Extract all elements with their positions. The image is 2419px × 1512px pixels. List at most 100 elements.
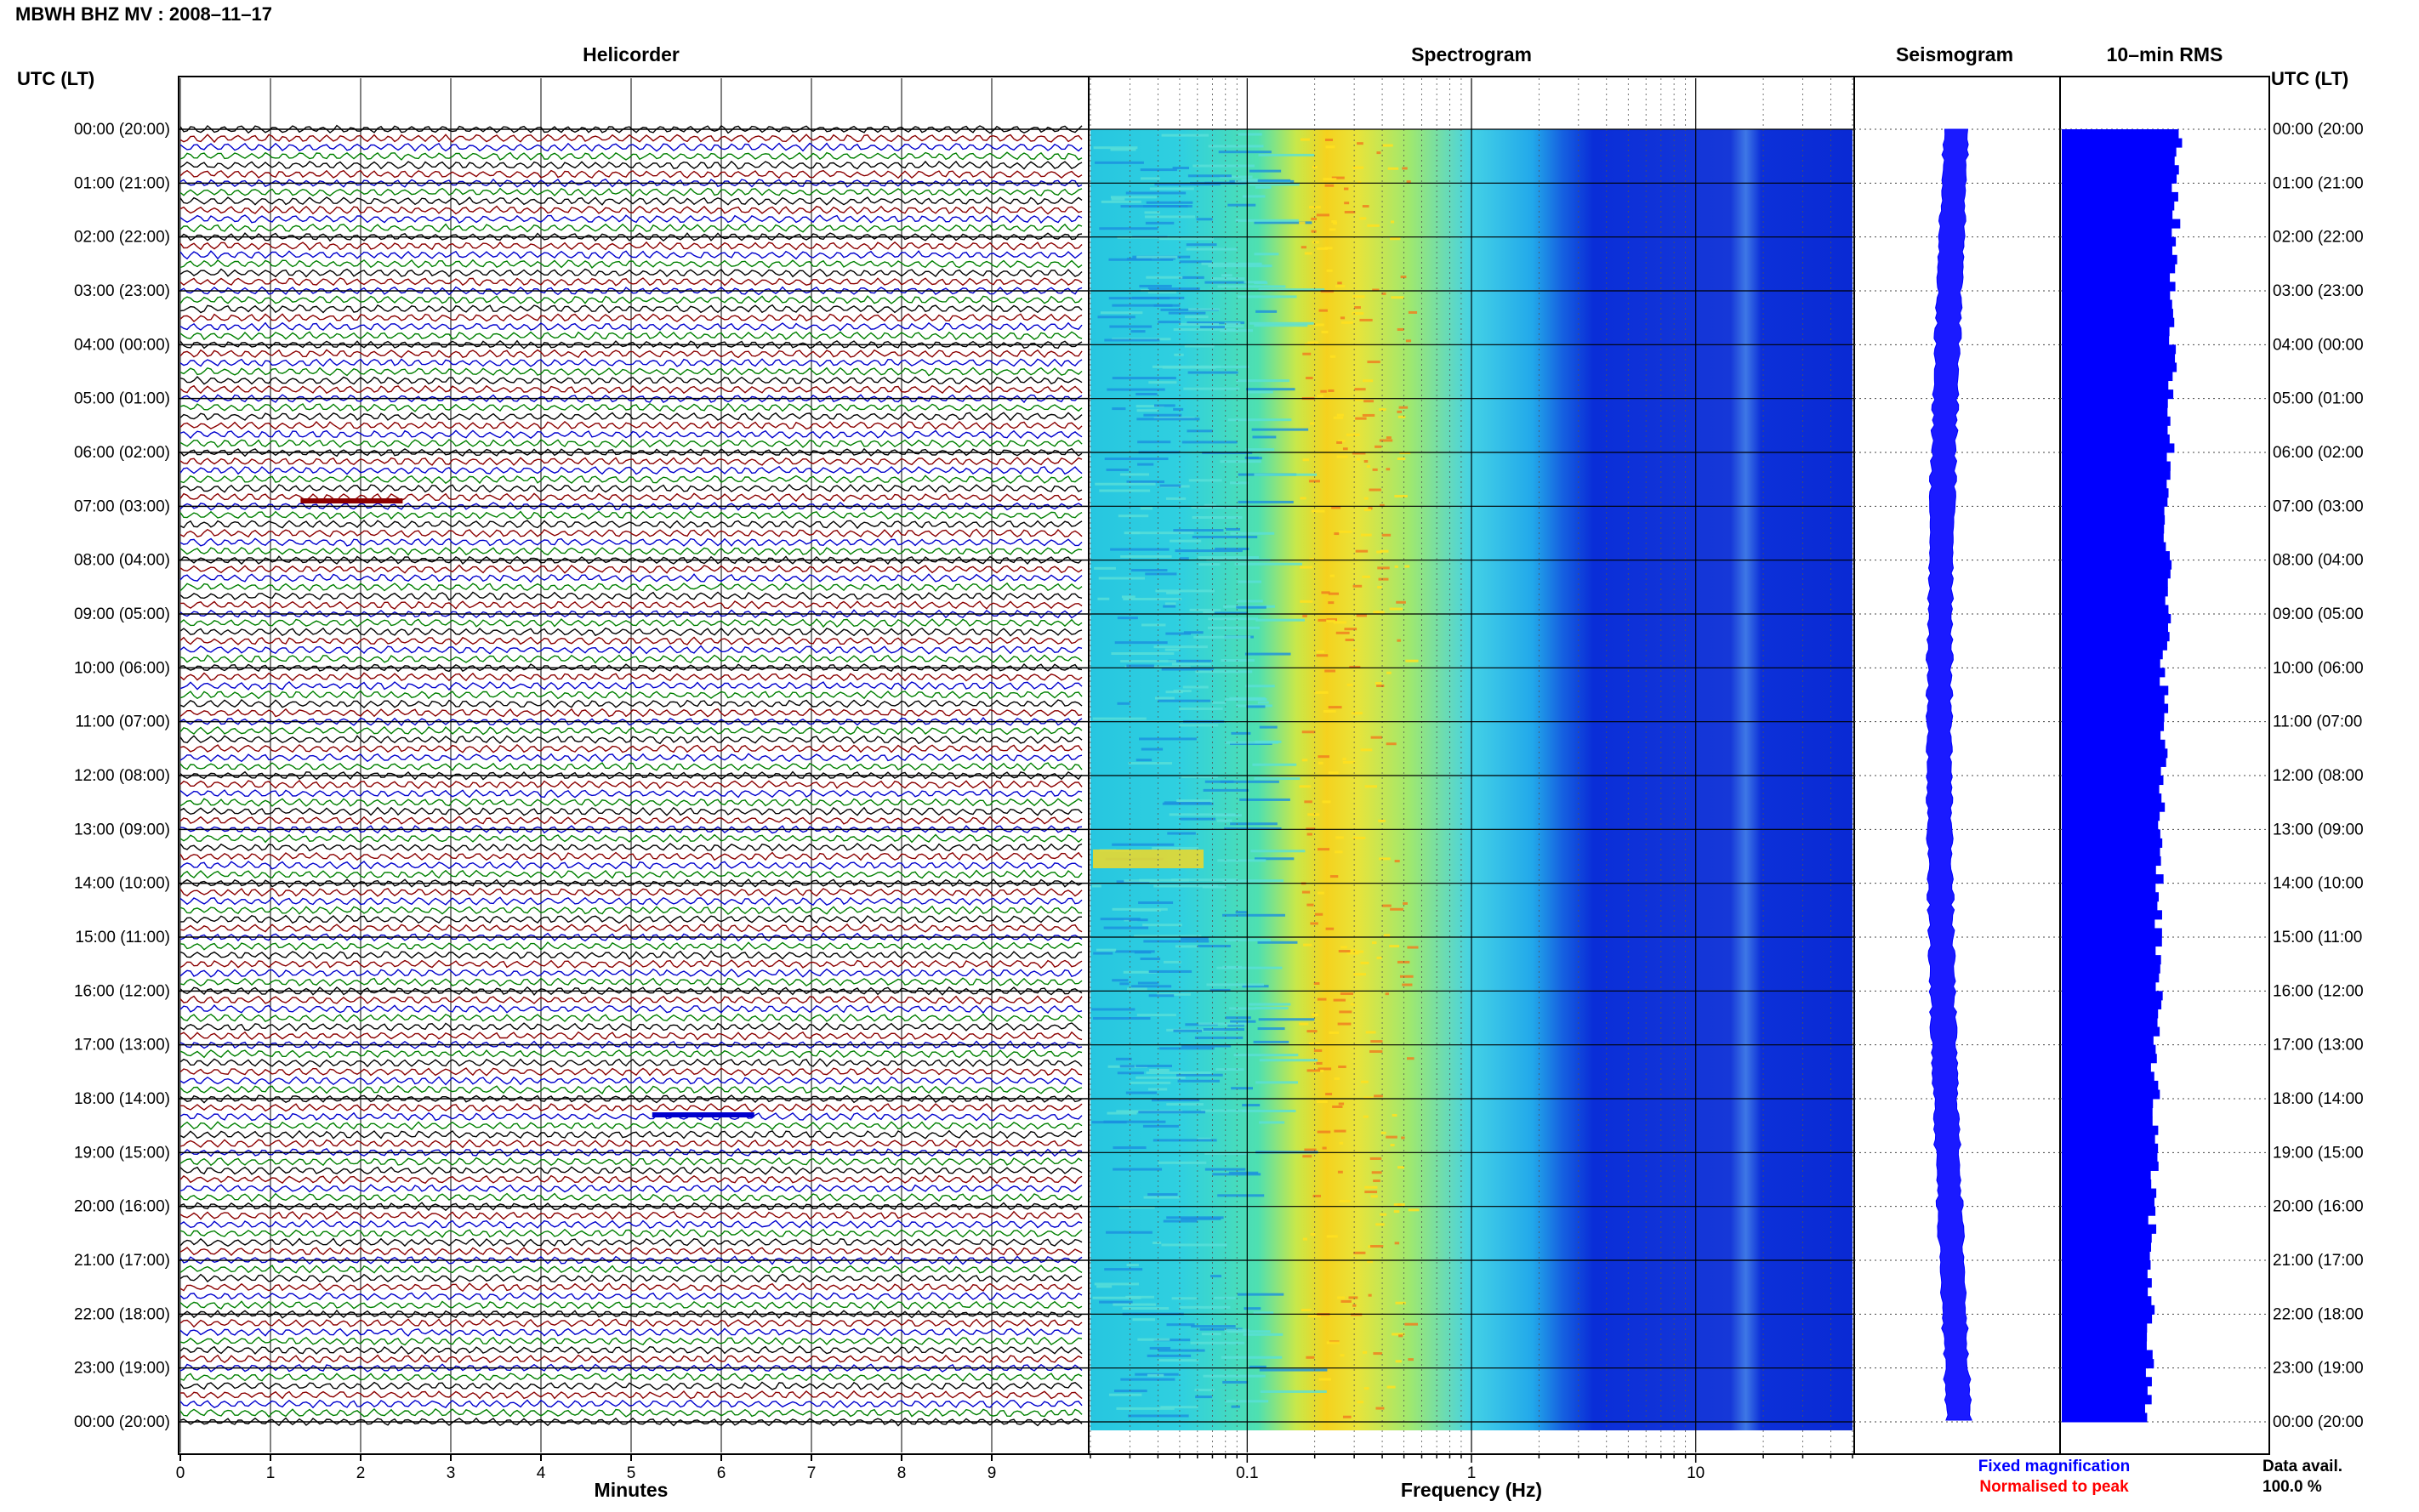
- spectrogram-peak-speck: [1397, 327, 1404, 331]
- spectrogram-peak-speck: [1369, 1050, 1383, 1054]
- spectrogram-peak-speck: [1376, 956, 1382, 959]
- hour-label-right: 19:00 (15:00: [2273, 1144, 2364, 1162]
- spectrogram-peak-speck: [1342, 447, 1348, 451]
- spectrogram-peak-speck: [1311, 217, 1318, 220]
- spectrogram-peak-speck: [1307, 341, 1318, 344]
- spectrogram-streak: [1125, 1091, 1158, 1094]
- spectrogram-streak: [1148, 381, 1177, 384]
- helicorder-trace-line: [179, 501, 1083, 511]
- hour-label-left: 19:00 (15:00): [74, 1144, 170, 1162]
- rms-bar: [2062, 1197, 2154, 1208]
- spectrogram-streak: [1252, 435, 1277, 439]
- spectrogram-streak: [1104, 458, 1169, 461]
- spectrogram-streak: [1258, 288, 1325, 292]
- spectrogram-peak-speck: [1313, 323, 1324, 327]
- helicorder-trace-line: [179, 861, 1083, 870]
- spectrogram-peak-speck: [1362, 1350, 1368, 1354]
- helicorder-trace-line: [179, 1111, 1083, 1122]
- spectrogram-peak-speck: [1306, 1356, 1315, 1359]
- spectrogram-peak-speck: [1329, 1031, 1340, 1034]
- spectrogram-streak: [1158, 1047, 1215, 1050]
- rms-bar: [2062, 1099, 2154, 1109]
- spectrogram-streak: [1195, 670, 1253, 674]
- spectrogram-peak-speck: [1355, 417, 1367, 420]
- rms-bar: [2062, 1260, 2151, 1270]
- spectrogram-streak: [1112, 407, 1126, 411]
- helicorder-trace-line: [179, 339, 1083, 350]
- spectrogram-streak: [1233, 1054, 1299, 1057]
- hour-label-left: 18:00 (14:00): [74, 1090, 170, 1108]
- spectrogram-streak: [1173, 407, 1184, 411]
- spectrogram-streak: [1255, 310, 1278, 313]
- spectrogram-peak-speck: [1396, 600, 1406, 604]
- spectrogram-streak: [1198, 563, 1221, 566]
- rms-bar: [2062, 973, 2160, 983]
- spectrogram-streak: [1225, 1016, 1251, 1020]
- rms-bar: [2062, 1125, 2159, 1135]
- hour-label-left: 21:00 (17:00): [74, 1252, 170, 1270]
- rms-bar: [2062, 748, 2168, 759]
- spectrogram-streak: [1091, 884, 1101, 888]
- spectrogram-peak-speck: [1379, 408, 1386, 412]
- rms-bar: [2062, 335, 2170, 345]
- spectrogram-peak-speck: [1390, 220, 1395, 224]
- spectrogram-streak: [1257, 179, 1291, 182]
- spectrogram-streak: [1091, 1121, 1127, 1124]
- spectrogram-peak-speck: [1301, 730, 1316, 734]
- rms-bar: [2062, 1009, 2159, 1019]
- spectrogram-peak-speck: [1306, 903, 1314, 907]
- helicorder-trace-line: [179, 851, 1083, 861]
- helicorder-trace-line: [179, 358, 1083, 367]
- spectrogram-peak-speck: [1329, 228, 1336, 231]
- spectrogram-streak: [1092, 717, 1147, 720]
- spectrogram-peak-speck: [1386, 436, 1392, 440]
- rms-bar: [2062, 317, 2175, 327]
- spectrogram-peak-speck: [1363, 400, 1375, 403]
- hour-label-left: 03:00 (23:00): [74, 282, 170, 300]
- spectrogram-peak-speck: [1380, 1131, 1386, 1134]
- spectrogram-peak-speck: [1359, 217, 1367, 220]
- spectrogram-streak: [1140, 168, 1177, 172]
- spectrogram-streak: [1158, 237, 1214, 241]
- helicorder-trace-line: [179, 331, 1083, 341]
- spectrogram-streak: [1180, 817, 1216, 821]
- spectrogram-streak: [1257, 701, 1269, 704]
- spectrogram-streak: [1158, 1161, 1207, 1164]
- helicorder-trace-line: [179, 1336, 1083, 1346]
- helicorder-trace-line: [179, 259, 1083, 269]
- spectrogram-streak: [1167, 832, 1196, 835]
- rms-bar: [2062, 918, 2155, 929]
- spectrogram-streak: [1234, 562, 1302, 566]
- hour-label-right: 12:00 (08:00: [2273, 767, 2364, 785]
- helicorder-trace-line: [179, 1192, 1083, 1202]
- hour-label-right: 23:00 (19:00: [2273, 1360, 2364, 1378]
- spectrogram-streak: [1153, 645, 1208, 649]
- helicorder-trace-line: [179, 1219, 1083, 1230]
- helicorder-trace-line: [179, 537, 1083, 547]
- spectrogram-streak: [1221, 274, 1232, 277]
- spectrogram-streak: [1217, 285, 1286, 288]
- spectrogram-peak-speck: [1360, 748, 1373, 752]
- spectrogram-streak: [1220, 329, 1254, 333]
- spectrogram-peak-speck: [1398, 406, 1409, 409]
- rms-bar: [2062, 802, 2166, 812]
- rms-bar: [2062, 1026, 2160, 1037]
- spectrogram-peak-speck: [1397, 639, 1401, 642]
- spectrogram-streak: [1168, 311, 1206, 315]
- spectrogram-peak-speck: [1380, 1213, 1386, 1216]
- spectrogram-peak-speck: [1373, 1352, 1383, 1356]
- spectrogram-streak: [1119, 1065, 1135, 1068]
- spectrogram-streak: [1106, 1231, 1153, 1234]
- rms-bar: [2062, 1278, 2152, 1288]
- rms-bar: [2062, 210, 2173, 220]
- spectrogram-streak: [1130, 330, 1146, 333]
- spectrogram-peak-speck: [1316, 1061, 1323, 1065]
- spectrogram-peak-speck: [1378, 819, 1386, 822]
- spectrogram-peak-speck: [1317, 1100, 1328, 1104]
- rms-bar: [2062, 1377, 2152, 1387]
- spectrogram-streak: [1158, 1359, 1199, 1362]
- rms-bar: [2062, 991, 2163, 1001]
- spectrogram-streak: [1186, 247, 1238, 251]
- rms-bar: [2062, 1385, 2148, 1395]
- spectrogram-streak: [1204, 780, 1234, 783]
